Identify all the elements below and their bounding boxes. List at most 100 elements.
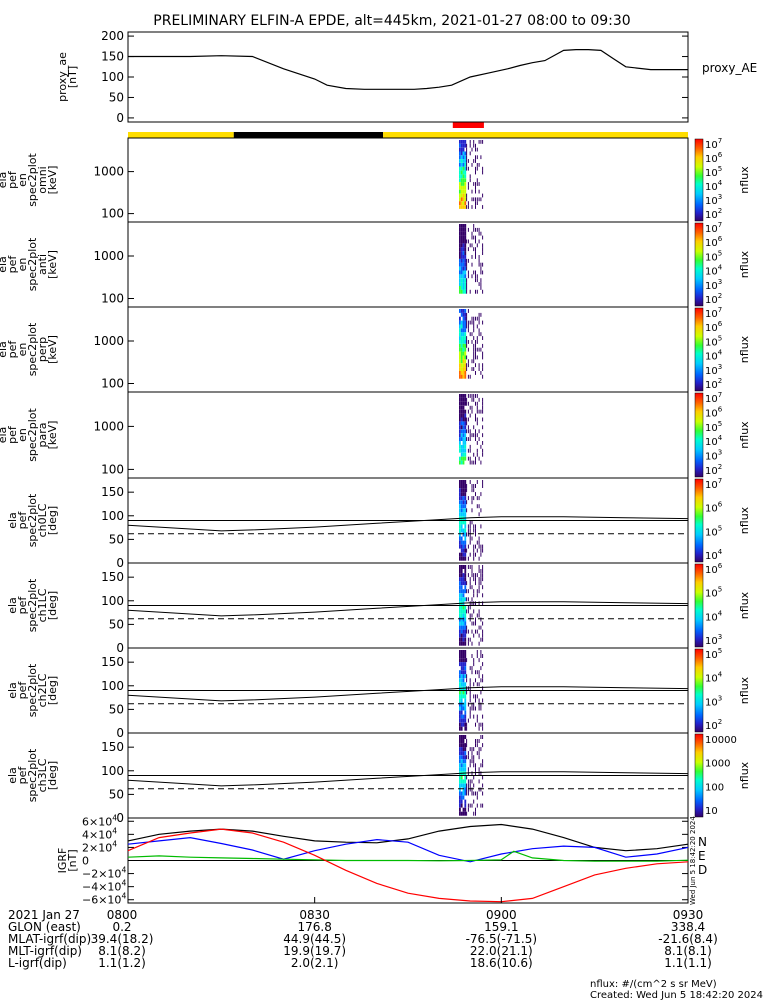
pixel-para-0-16: [459, 456, 461, 461]
pixel-perp-8-2: [473, 316, 475, 321]
pixel-ch1LC-7-14: [471, 621, 473, 626]
pixel-omni-10-6: [476, 163, 478, 167]
eph-value-2-2: -76.5(-71.5): [466, 932, 537, 946]
pixel-perp-2-10: [462, 347, 465, 352]
pixel-ch1LC-0-1: [459, 569, 461, 573]
pixel-perp-3-1: [464, 312, 467, 317]
pixel-anti-5-12: [467, 270, 469, 275]
pixel-ch1LC-3-4: [464, 581, 467, 586]
legend-igrf-2: D: [698, 863, 707, 877]
pixel-ch3LC-2-3: [462, 747, 465, 752]
pixel-ch0LC-12-7: [480, 508, 482, 513]
pixel-omni-2-17: [462, 205, 465, 209]
pixel-anti-2-4: [462, 239, 465, 244]
pixel-perp-1-16: [460, 371, 463, 375]
cbar-label-ch3LC-2: 1000: [705, 759, 730, 770]
pixel-perp-2-9: [462, 343, 465, 348]
pixel-ch1LC-4-4: [466, 581, 468, 586]
colorbar-omni: [694, 138, 704, 222]
pixel-para-2-0: [462, 394, 465, 398]
pixel-ch2LC-1-0: [460, 650, 463, 654]
pixel-para-8-1: [473, 397, 475, 402]
pixel-ch3LC-7-17: [471, 803, 473, 808]
pixel-ch1LC-5-2: [467, 573, 469, 578]
pixel-ch1LC-7-1: [471, 569, 473, 573]
pixel-ch2LC-2-11: [462, 694, 465, 699]
pixel-ch1LC-0-7: [459, 593, 461, 598]
pixel-ch1LC-7-16: [471, 629, 473, 634]
pixel-perp-9-11: [475, 351, 476, 356]
ylabel-ch0LC-line-2: spec2plot: [26, 493, 39, 547]
pixel-ch2LC-7-14: [471, 706, 473, 711]
pixel-omni-3-14: [464, 193, 467, 198]
pixel-omni-3-9: [464, 174, 467, 179]
pixel-ch3LC-1-15: [460, 795, 463, 800]
units-note: nflux: #/(cm^2 s sr MeV): [590, 979, 717, 990]
pixel-ch3LC-8-10: [473, 775, 475, 780]
pixel-perp-10-7: [476, 336, 478, 340]
pixel-omni-8-11: [473, 182, 475, 186]
pixel-perp-0-12: [459, 355, 461, 360]
pixel-para-1-7: [460, 421, 463, 426]
pixel-ch3LC-5-8: [467, 767, 469, 772]
pixel-ch2LC-1-17: [460, 718, 463, 723]
pixel-ch1LC-3-8: [464, 597, 467, 602]
pixel-ch2LC-11-5: [478, 670, 480, 675]
pixel-para-10-15: [476, 452, 478, 457]
pixel-ch2LC-1-3: [460, 662, 463, 667]
cbar-label-ch1LC-3: 106: [705, 562, 723, 576]
pixel-ch2LC-6-9: [469, 686, 471, 691]
pixel-ch0LC-2-7: [462, 508, 465, 513]
pixel-ch1LC-0-2: [459, 573, 461, 578]
pixel-anti-2-3: [462, 235, 465, 240]
pixel-perp-10-2: [476, 316, 478, 321]
pixel-ch1LC-9-4: [475, 581, 476, 586]
pixel-ch0LC-0-4: [459, 496, 461, 501]
pixel-para-1-3: [460, 405, 463, 410]
pixel-ch1LC-1-19: [460, 641, 463, 646]
eph-label-2: MLAT-igrf(dip): [8, 932, 91, 946]
pixel-omni-5-17: [467, 205, 469, 209]
pixel-ch3LC-13-14: [482, 791, 484, 796]
pixel-ch3LC-12-7: [480, 763, 482, 768]
pixel-ch0LC-9-12: [475, 528, 476, 533]
pixel-ch3LC-0-3: [459, 747, 461, 752]
pixel-omni-2-4: [462, 155, 465, 160]
ylabel-ch0LC-line-1: pef: [16, 511, 29, 530]
pixel-para-0-8: [459, 425, 461, 430]
pixel-ch2LC-13-16: [482, 714, 484, 719]
pixel-ch0LC-1-17: [460, 548, 463, 553]
pixel-perp-4-15: [466, 367, 468, 371]
pixel-ch2LC-3-0: [464, 650, 467, 654]
pixel-perp-0-13: [459, 359, 461, 364]
pixel-ch2LC-4-7: [466, 678, 468, 683]
pixel-ch3LC-12-3: [480, 747, 482, 752]
cbar-label-ch0LC-1: 105: [705, 524, 722, 538]
eph-value-0-1: 0830: [299, 908, 330, 922]
pixel-ch0LC-1-16: [460, 544, 463, 549]
pixel-para-2-14: [462, 448, 465, 453]
pixel-ch0LC-8-2: [473, 488, 475, 493]
pixel-ch2LC-0-12: [459, 698, 461, 703]
pixel-omni-13-7: [482, 166, 484, 171]
pixel-para-1-13: [460, 444, 463, 449]
pixel-anti-2-8: [462, 255, 465, 259]
pixel-para-0-7: [459, 421, 461, 426]
pixel-anti-2-6: [462, 247, 465, 252]
pixel-ch2LC-3-4: [464, 666, 467, 671]
pixel-omni-3-10: [464, 178, 467, 183]
pixel-para-3-7: [464, 421, 467, 426]
pixel-omni-3-0: [464, 140, 467, 144]
pixel-ch3LC-11-3: [478, 747, 480, 752]
ytick-label-ch3LC-0: 0: [116, 811, 124, 825]
pixel-perp-3-6: [464, 332, 467, 337]
pixel-ch0LC-0-16: [459, 544, 461, 549]
pixel-ch0LC-0-0: [459, 480, 461, 484]
pixel-para-0-17: [459, 460, 461, 465]
pixel-perp-8-3: [473, 320, 475, 325]
pixel-ch2LC-0-10: [459, 690, 461, 695]
panel-frame-anti: [127, 221, 689, 308]
pixel-anti-3-12: [464, 270, 467, 275]
pixel-ch2LC-2-18: [462, 722, 465, 727]
pixel-ch0LC-2-6: [462, 504, 465, 509]
